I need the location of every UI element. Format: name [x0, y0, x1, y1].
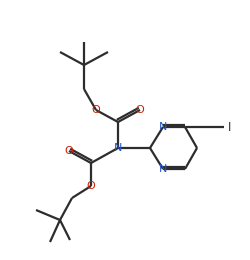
Text: O: O [65, 146, 74, 156]
Text: O: O [87, 181, 96, 191]
Text: O: O [92, 105, 100, 115]
Text: O: O [136, 105, 144, 115]
Text: N: N [159, 164, 167, 174]
Text: I: I [228, 120, 232, 133]
Text: N: N [114, 143, 122, 153]
Text: N: N [159, 122, 167, 132]
